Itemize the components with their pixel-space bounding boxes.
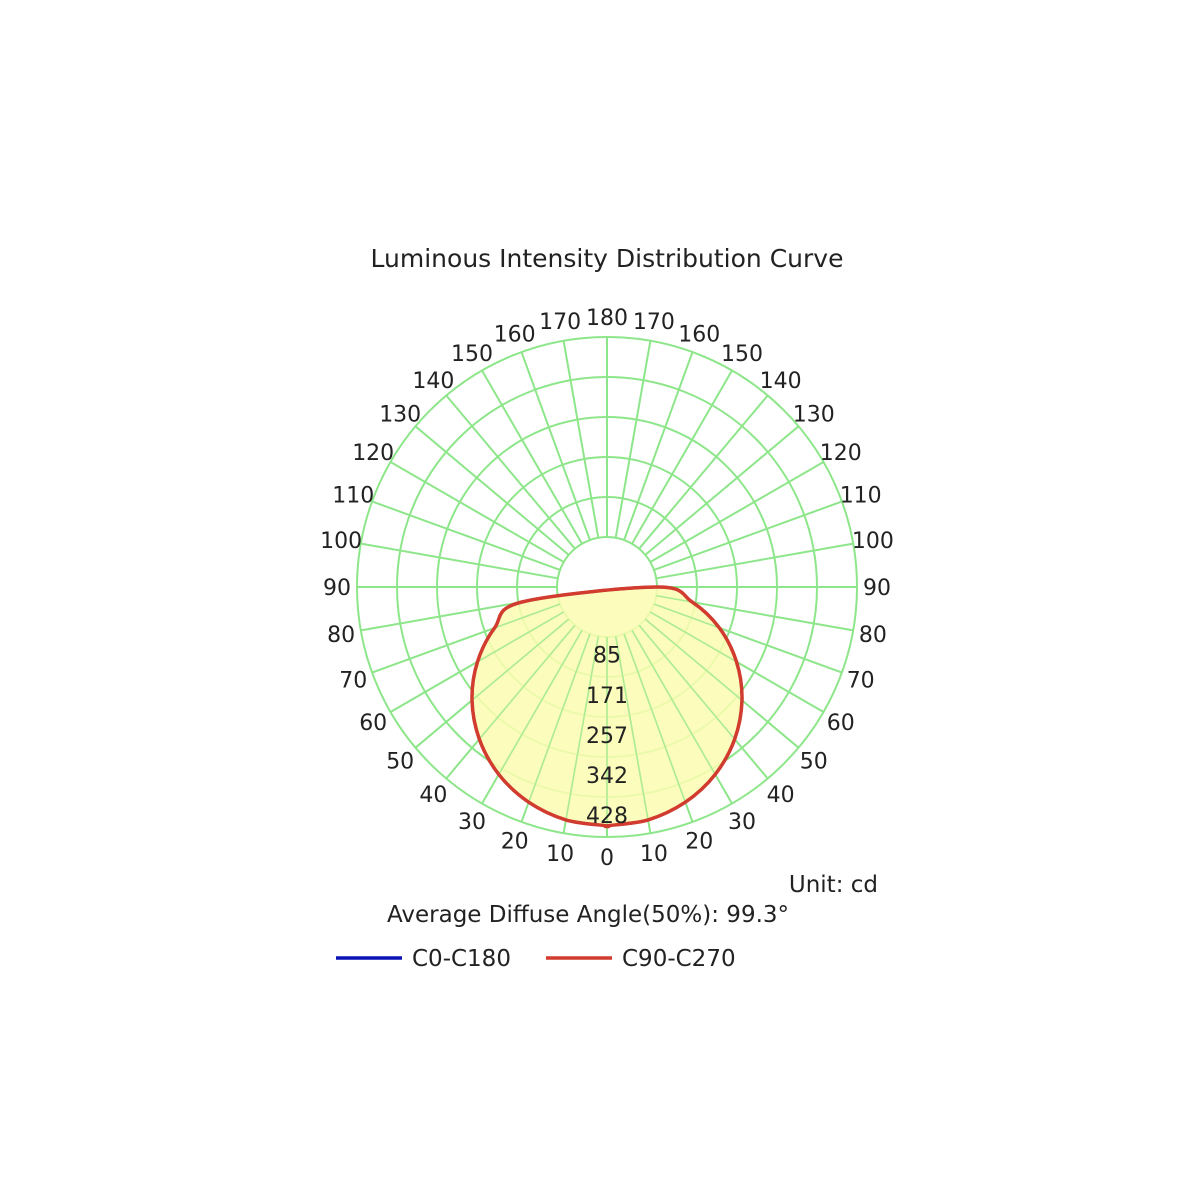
grid-spoke: [656, 542, 854, 580]
angle-label: 150: [451, 342, 493, 367]
grid-spoke-overlay: [644, 618, 799, 749]
angle-label: 20: [685, 830, 713, 855]
radial-tick-label: 85: [593, 644, 621, 669]
angle-label: 80: [327, 623, 355, 648]
series-c90-c270-line: [470, 585, 744, 829]
angle-label: 40: [767, 783, 795, 808]
grid-spoke: [371, 500, 561, 571]
angle-label: 40: [419, 783, 447, 808]
unit-label: Unit: cd: [789, 872, 878, 898]
grid-spoke: [360, 542, 558, 580]
grid-spoke: [481, 369, 583, 545]
grid-spoke-overlay: [445, 624, 576, 779]
grid-spoke-overlay: [653, 603, 843, 674]
grid-spoke: [562, 340, 600, 538]
angle-label: 170: [539, 310, 581, 335]
legend-label: C90-C270: [622, 946, 736, 972]
grid-spoke: [631, 369, 733, 545]
angle-label: 180: [586, 306, 628, 331]
angle-label: 20: [501, 830, 529, 855]
grid-spoke: [623, 351, 694, 541]
angle-label: 130: [793, 402, 835, 427]
radial-tick-label: 171: [586, 684, 628, 709]
angle-label: 120: [820, 441, 862, 466]
grid-spoke: [414, 425, 570, 556]
angle-label: 130: [379, 402, 421, 427]
legend-label: C0-C180: [412, 946, 511, 972]
angle-label: 30: [728, 810, 756, 835]
angle-label: 0: [600, 846, 614, 871]
angle-label: 170: [633, 310, 675, 335]
intensity-curves: [357, 585, 857, 837]
radial-tick-label: 342: [586, 764, 628, 789]
angle-label: 80: [859, 623, 887, 648]
grid-spoke-overlay: [614, 636, 652, 834]
angle-label: 100: [852, 529, 894, 554]
angle-label: 50: [800, 750, 828, 775]
angle-label: 60: [827, 711, 855, 736]
angle-label: 100: [320, 529, 362, 554]
angle-label: 140: [412, 369, 454, 394]
angle-label: 110: [332, 484, 374, 509]
grid-spoke-overlay: [623, 633, 694, 823]
angle-label: 70: [847, 668, 875, 693]
angle-label: 30: [458, 810, 486, 835]
radial-tick-label: 428: [586, 804, 628, 829]
angle-label: 90: [323, 576, 351, 601]
grid-spoke: [389, 461, 565, 563]
legend: C0-C180 C90-C270: [336, 946, 736, 972]
angle-label: 10: [640, 842, 668, 867]
angle-label: 10: [546, 842, 574, 867]
average-diffuse-angle: Average Diffuse Angle(50%): 99.3°: [387, 902, 789, 928]
angle-label: 110: [840, 484, 882, 509]
angle-label: 90: [863, 576, 891, 601]
grid-spoke: [520, 351, 591, 541]
grid-spoke-overlay: [371, 603, 561, 674]
grid-spoke-overlay: [520, 633, 591, 823]
grid-spoke: [614, 340, 652, 538]
grid-spoke-overlay: [562, 636, 600, 834]
angle-label: 150: [721, 342, 763, 367]
angle-label: 70: [339, 668, 367, 693]
angle-label: 160: [494, 322, 536, 347]
angle-label: 60: [359, 711, 387, 736]
grid-spoke-overlay: [415, 618, 570, 749]
angle-label: 160: [678, 322, 720, 347]
radial-tick-label: 257: [586, 724, 628, 749]
radial-tick-labels: 85 171 257 342 428: [586, 644, 628, 829]
angle-label: 140: [760, 369, 802, 394]
angle-label: 50: [386, 750, 414, 775]
angle-label: 120: [352, 441, 394, 466]
grid-spoke: [638, 394, 769, 550]
grid-spoke-overlay: [638, 624, 769, 779]
angle-labels: 0102030405060708090100110120130140150160…: [320, 306, 894, 871]
grid-spoke: [649, 461, 825, 563]
grid-spoke: [445, 394, 576, 550]
chart-title: Luminous Intensity Distribution Curve: [371, 244, 844, 273]
grid-spoke: [644, 425, 800, 556]
grid-spoke: [653, 500, 843, 571]
